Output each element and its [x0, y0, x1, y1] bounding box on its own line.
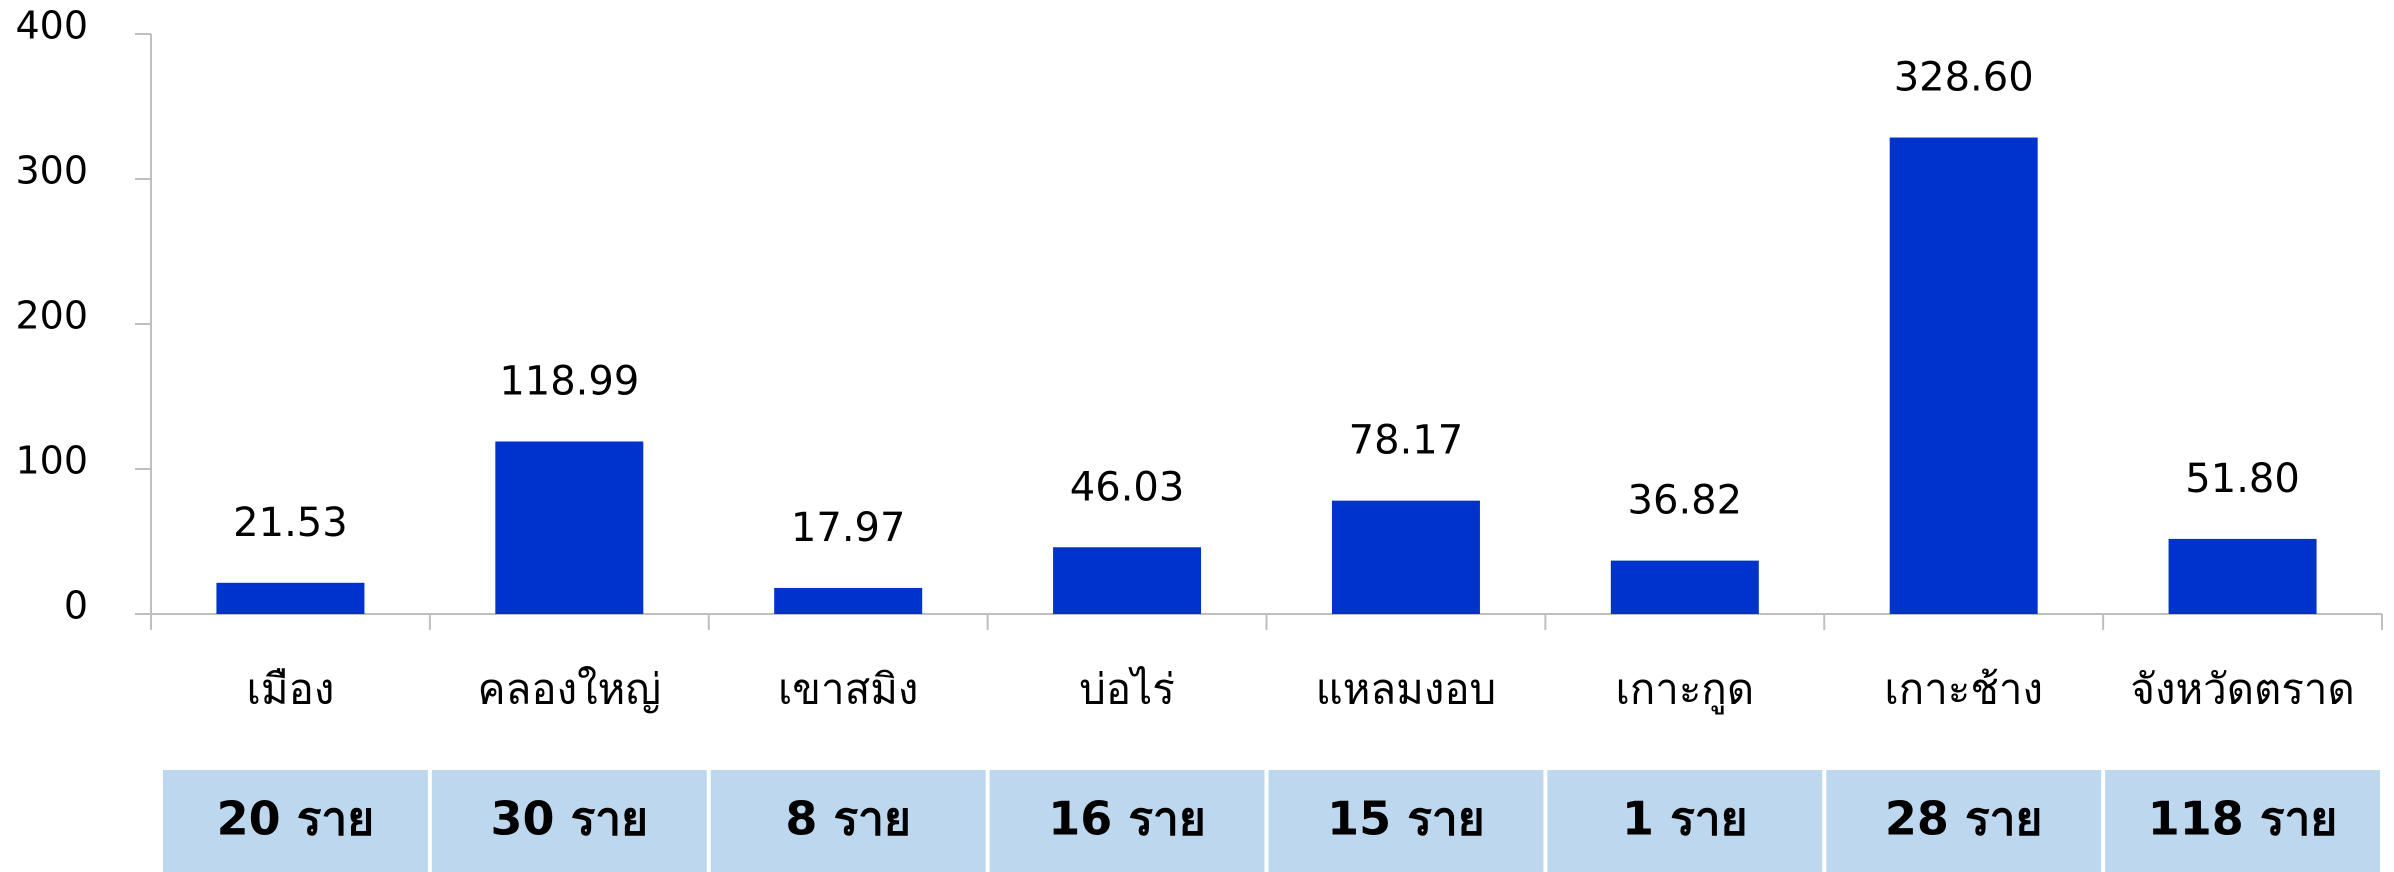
x-tick-label: คลองใหญ่: [478, 665, 662, 714]
table-cell-label: 1 ราย: [1622, 792, 1748, 846]
bar: [774, 587, 923, 614]
value-label: 51.80: [2185, 456, 2300, 502]
x-tick-label: เมือง: [247, 665, 335, 714]
value-label: 36.82: [1628, 478, 1743, 524]
y-tick-label: 0: [64, 584, 88, 628]
table-cell: [431, 770, 707, 872]
table-cell: [1826, 770, 2102, 872]
table-cell-label: 20 ราย: [217, 792, 375, 846]
table-cell-label: 16 ราย: [1048, 792, 1206, 846]
table-cell-label: 15 ราย: [1327, 792, 1485, 846]
value-label: 21.53: [233, 500, 348, 546]
value-label: 328.60: [1894, 55, 2034, 101]
bar: [1610, 560, 1759, 614]
y-tick-label: 400: [15, 4, 88, 48]
value-label: 78.17: [1349, 418, 1464, 464]
x-tick-label: จังหวัดตราด: [2130, 665, 2354, 714]
bar: [2168, 538, 2317, 614]
table-cell: [1268, 770, 1544, 872]
x-tick-label: บ่อไร่: [1079, 665, 1175, 714]
x-tick-label: เขาสมิง: [778, 665, 918, 714]
table-cell-label: 28 ราย: [1885, 792, 2043, 846]
table-cell: [710, 770, 986, 872]
value-label: 17.97: [791, 505, 906, 551]
bar: [1053, 547, 1202, 614]
value-label: 46.03: [1070, 464, 1185, 510]
y-tick-label: 200: [15, 294, 88, 338]
table-cell: [989, 770, 1265, 872]
table-cell-label: 118 ราย: [2148, 792, 2338, 846]
x-tick-label: เกาะกูด: [1615, 665, 1754, 715]
table-cell: [163, 770, 428, 872]
table-cell-label: 30 ราย: [491, 792, 649, 846]
table-cell: [1547, 770, 1823, 872]
x-tick-label: เกาะช้าง: [1884, 665, 2043, 714]
y-tick-label: 100: [15, 439, 88, 483]
value-label: 118.99: [499, 358, 639, 404]
bar: [216, 582, 365, 614]
bar: [1331, 500, 1480, 614]
bar: [1889, 137, 2038, 614]
table-cell-label: 8 ราย: [785, 792, 911, 846]
x-tick-label: แหลมงอบ: [1316, 665, 1497, 714]
table-cell: [2105, 770, 2380, 872]
y-tick-label: 300: [15, 149, 88, 193]
bar: [495, 441, 644, 614]
